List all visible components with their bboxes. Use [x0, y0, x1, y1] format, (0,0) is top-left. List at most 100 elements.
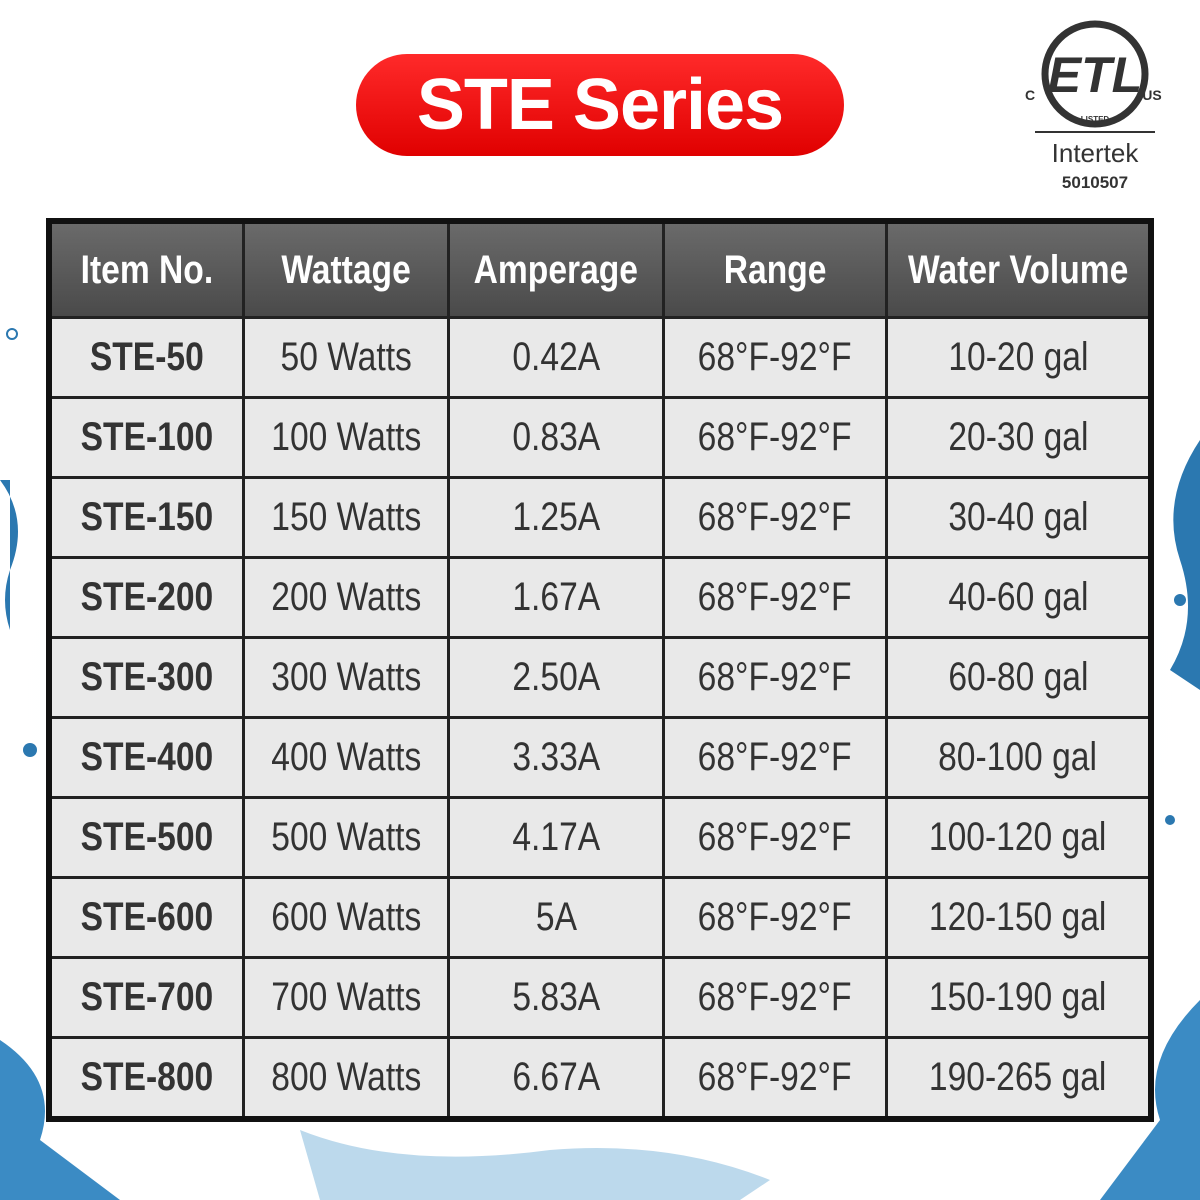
table-cell-text: 0.42A [512, 335, 600, 379]
header-cell-text: Water Volume [907, 247, 1129, 292]
table-cell: STE-50 [52, 319, 242, 396]
table-cell: 60-80 gal [888, 639, 1148, 716]
table-cell-text: 800 Watts [270, 1055, 422, 1099]
table-cell: 700 Watts [245, 959, 447, 1036]
table-cell-text: 68°F-92°F [698, 655, 852, 699]
header-cell: Wattage [245, 224, 447, 316]
title-banner: STE Series [356, 54, 844, 156]
table-cell: 40-60 gal [888, 559, 1148, 636]
table-cell-text: 30-40 gal [947, 495, 1089, 539]
table-cell: STE-100 [52, 399, 242, 476]
table-cell-text: 68°F-92°F [698, 735, 852, 779]
table-cell: 0.83A [450, 399, 662, 476]
table-cell: 10-20 gal [888, 319, 1148, 396]
table-cell-text: 68°F-92°F [698, 975, 852, 1019]
table-cell: 0.42A [450, 319, 662, 396]
table-cell-text: STE-800 [80, 1055, 214, 1099]
table-cell-text: 68°F-92°F [698, 495, 852, 539]
table-cell-text: 40-60 gal [947, 575, 1089, 619]
table-cell-text: STE-400 [80, 735, 214, 779]
table-cell: 400 Watts [245, 719, 447, 796]
logo-listed: LISTED [1081, 115, 1110, 124]
table-cell: 150 Watts [245, 479, 447, 556]
table-cell: STE-800 [52, 1039, 242, 1116]
table-cell-text: STE-500 [80, 815, 214, 859]
table-cell-text: 5A [535, 895, 577, 939]
table-cell: 68°F-92°F [665, 399, 885, 476]
header-cell: Water Volume [888, 224, 1148, 316]
table-cell: 190-265 gal [888, 1039, 1148, 1116]
table-cell: 120-150 gal [888, 879, 1148, 956]
table-cell-text: 2.50A [512, 655, 600, 699]
header-cell: Range [665, 224, 885, 316]
table-cell-text: 120-150 gal [929, 895, 1107, 939]
table-cell: 68°F-92°F [665, 1039, 885, 1116]
header-cell-text: Amperage [473, 247, 639, 292]
table-cell: 6.67A [450, 1039, 662, 1116]
table-cell-text: 3.33A [512, 735, 600, 779]
table-cell: 68°F-92°F [665, 559, 885, 636]
table-cell: STE-150 [52, 479, 242, 556]
table-cell: 68°F-92°F [665, 639, 885, 716]
table-cell: 4.17A [450, 799, 662, 876]
table-cell: 100 Watts [245, 399, 447, 476]
table-cell: 50 Watts [245, 319, 447, 396]
table-cell: 5A [450, 879, 662, 956]
table-cell-text: 150 Watts [270, 495, 422, 539]
table-cell-text: STE-700 [80, 975, 214, 1019]
table-cell: 200 Watts [245, 559, 447, 636]
logo-left: C [1025, 87, 1035, 103]
table-cell-text: STE-150 [80, 495, 214, 539]
table-cell: 500 Watts [245, 799, 447, 876]
table-cell-text: 150-190 gal [929, 975, 1107, 1019]
table-cell-text: STE-200 [80, 575, 214, 619]
header-cell: Item No. [52, 224, 242, 316]
table-cell-text: 600 Watts [270, 895, 422, 939]
table-cell: 600 Watts [245, 879, 447, 956]
table-cell-text: 80-100 gal [938, 735, 1098, 779]
table-cell-text: 20-30 gal [947, 415, 1089, 459]
table-cell: STE-500 [52, 799, 242, 876]
table-cell: 5.83A [450, 959, 662, 1036]
table-cell: 20-30 gal [888, 399, 1148, 476]
table-cell: 68°F-92°F [665, 799, 885, 876]
table-cell-text: 100-120 gal [929, 815, 1107, 859]
table-cell: 68°F-92°F [665, 319, 885, 396]
table-cell-text: 50 Watts [280, 335, 412, 379]
table-cell-text: 5.83A [512, 975, 600, 1019]
table-cell: 1.25A [450, 479, 662, 556]
spec-table: Item No. Wattage Amperage Range Water Volume… [46, 218, 1154, 1122]
table-cell-text: STE-600 [80, 895, 214, 939]
table-cell-text: 0.83A [512, 415, 600, 459]
certification-logo: ETL C US LISTED Intertek 5010507 [1025, 20, 1162, 192]
logo-ring [1041, 20, 1149, 128]
table-cell: 2.50A [450, 639, 662, 716]
table-cell-text: 6.67A [512, 1055, 600, 1099]
table-cell-text: 68°F-92°F [698, 815, 852, 859]
table-cell-text: 400 Watts [270, 735, 422, 779]
table-cell-text: 700 Watts [270, 975, 422, 1019]
logo-right: US [1142, 87, 1161, 103]
table-cell: 30-40 gal [888, 479, 1148, 556]
table-cell-text: 100 Watts [270, 415, 422, 459]
table-cell: 100-120 gal [888, 799, 1148, 876]
logo-number: 5010507 [1062, 173, 1128, 192]
table-cell: 80-100 gal [888, 719, 1148, 796]
table-cell: STE-300 [52, 639, 242, 716]
table-cell-text: 200 Watts [270, 575, 422, 619]
table-cell-text: STE-300 [80, 655, 214, 699]
table-cell: 300 Watts [245, 639, 447, 716]
table-cell-text: 68°F-92°F [698, 415, 852, 459]
header-cell-text: Range [723, 247, 827, 292]
table-cell-text: 68°F-92°F [698, 335, 852, 379]
table-cell-text: 190-265 gal [929, 1055, 1107, 1099]
table-cell: STE-600 [52, 879, 242, 956]
table-cell-text: 4.17A [512, 815, 600, 859]
header-cell-text: Item No. [80, 247, 214, 292]
logo-mark: ETL [1048, 47, 1142, 103]
table-cell-text: 500 Watts [270, 815, 422, 859]
table-cell-text: 68°F-92°F [698, 575, 852, 619]
table-cell: 68°F-92°F [665, 479, 885, 556]
table-cell: 68°F-92°F [665, 719, 885, 796]
